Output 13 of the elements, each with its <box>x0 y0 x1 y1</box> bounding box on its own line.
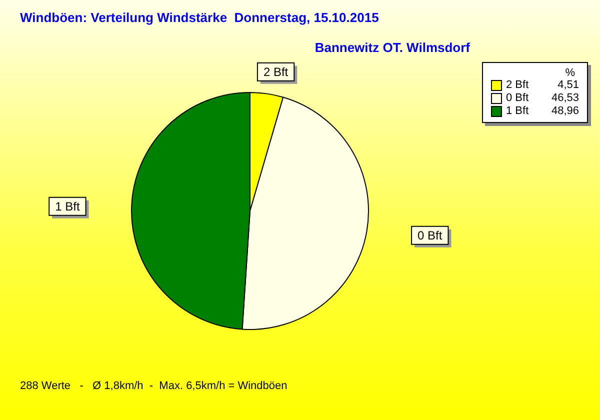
legend-label: 2 Bft <box>506 79 529 92</box>
legend-label: 1 Bft <box>506 105 529 118</box>
legend-title: % <box>564 67 576 79</box>
data-label: 4,51 <box>558 79 579 92</box>
slice-label: 0 Bft <box>418 228 443 243</box>
chart-subtitle: Bannewitz OT. Wilmsdorf <box>314 40 470 55</box>
text: 288 Werte - Ø 1,8km/h - Max. 6,5km/h = Windböen <box>20 380 288 392</box>
legend-label: 0 Bft <box>506 92 529 105</box>
slice-label: 1 Bft <box>55 200 80 214</box>
slice-label: 2 Bft <box>263 65 289 80</box>
data-label: 46,53 <box>551 92 579 105</box>
chart-title: Windböen: Verteilung Windstärke Donnerstag, 15.10.2015 <box>20 10 379 25</box>
data-label: 48,96 <box>551 105 579 118</box>
